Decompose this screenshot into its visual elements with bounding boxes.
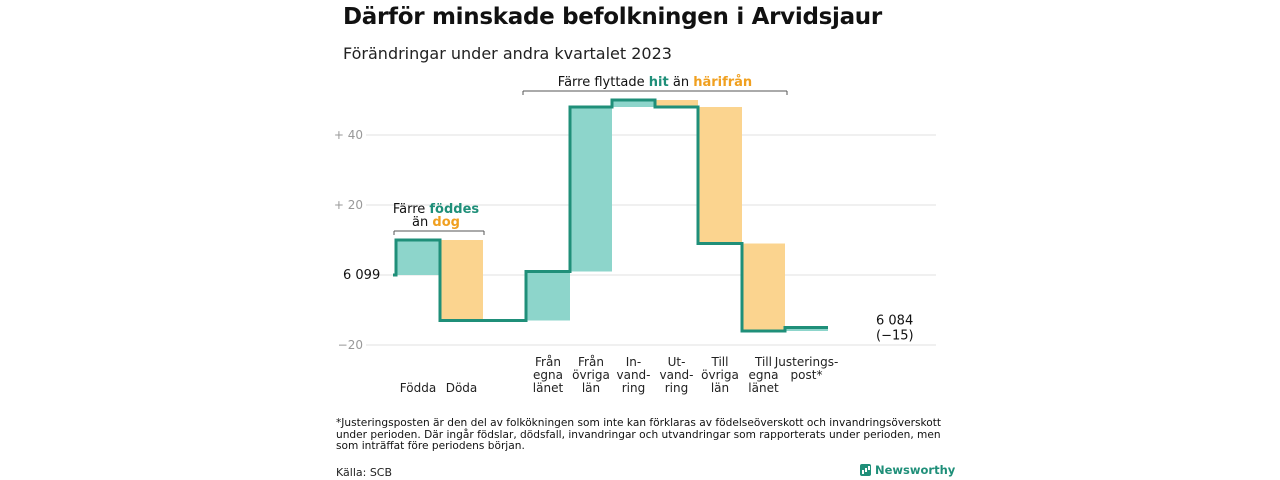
- x-category-label: In-: [626, 355, 641, 369]
- waterfall-bar: [742, 243, 785, 331]
- x-category-label: Till: [711, 355, 729, 369]
- y-tick-label: + 20: [334, 198, 363, 212]
- y-tick-label: + 40: [334, 128, 363, 142]
- brand-name: Newsworthy: [875, 463, 956, 477]
- annotation-births-deaths: Färre föddes: [393, 202, 480, 217]
- newsworthy-logo: Newsworthy: [860, 463, 955, 477]
- x-category-label: länet: [533, 381, 564, 395]
- x-category-label: egna: [749, 368, 779, 382]
- y-tick-label: −20: [338, 338, 363, 352]
- waterfall-bar: [526, 271, 570, 321]
- waterfall-bar: [440, 240, 483, 321]
- waterfall-bar: [655, 100, 698, 107]
- waterfall-bar: [570, 107, 612, 272]
- x-category-label: post*: [791, 368, 823, 382]
- x-category-label: övriga: [572, 368, 610, 382]
- waterfall-bar: [396, 240, 440, 275]
- end-value-label: 6 084: [876, 314, 913, 329]
- x-category-label: egna: [533, 368, 563, 382]
- waterfall-bar: [698, 107, 742, 244]
- chart-title: Därför minskade befolkningen i Arvidsjau…: [343, 4, 882, 30]
- x-category-label: Ut-: [668, 355, 686, 369]
- waterfall-bar: [785, 327, 828, 331]
- running-total-line: [393, 98, 828, 333]
- x-category-label: Födda: [400, 381, 436, 395]
- end-value-label: (−15): [876, 329, 914, 344]
- start-value-label: 6 099: [343, 268, 380, 283]
- x-category-label: länet: [748, 381, 779, 395]
- x-category-label: Till: [754, 355, 772, 369]
- annotation-migration: Färre flyttade hit än härifrån: [558, 75, 752, 90]
- waterfall-bar: [612, 100, 655, 107]
- x-category-label: Från: [578, 355, 604, 369]
- x-category-label: Döda: [446, 381, 478, 395]
- x-category-label: vand-: [659, 368, 693, 382]
- annotation-births-deaths-2: än dog: [412, 215, 460, 230]
- x-category-label: vand-: [616, 368, 650, 382]
- x-category-label: län: [711, 381, 729, 395]
- source-label: Källa: SCB: [336, 466, 393, 479]
- chart-subtitle: Förändringar under andra kvartalet 2023: [343, 44, 672, 63]
- x-category-label: län: [582, 381, 600, 395]
- x-category-label: Från: [535, 355, 561, 369]
- x-category-label: övriga: [701, 368, 739, 382]
- x-category-label: ring: [665, 381, 689, 395]
- chart-logo-icon: [860, 464, 871, 476]
- x-category-label: Justerings-: [774, 355, 839, 369]
- x-category-label: ring: [622, 381, 646, 395]
- footnote: *Justeringsposten är den del av folkökni…: [336, 417, 942, 452]
